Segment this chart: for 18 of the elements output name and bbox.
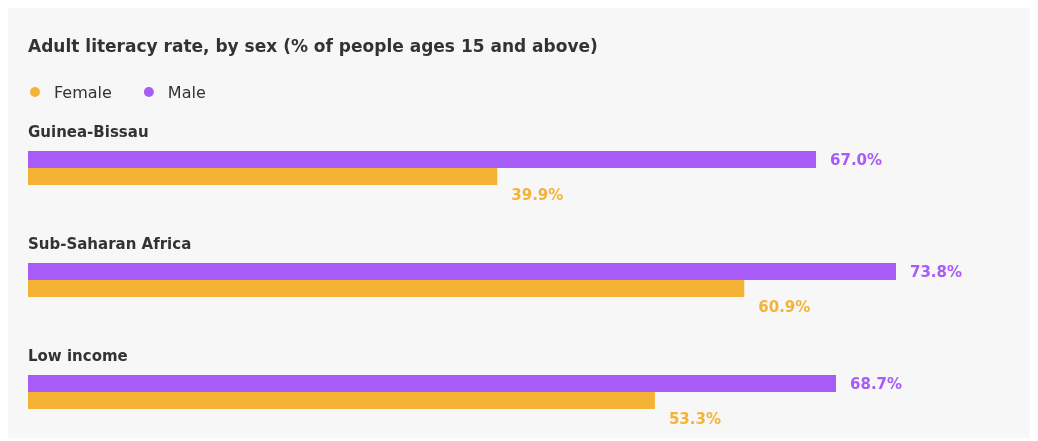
y-tick-label: Low income — [28, 347, 128, 365]
data-label: 73.8% — [910, 262, 963, 281]
bar — [28, 151, 817, 168]
bar — [28, 263, 896, 280]
chart-title: Adult literacy rate, by sex (% of people ages 15 and above) — [28, 36, 598, 56]
y-tick-label: Sub-Saharan Africa — [28, 235, 192, 253]
legend-label: Female — [54, 83, 112, 102]
y-tick-label: Guinea-Bissau — [28, 123, 149, 141]
bar — [28, 392, 655, 409]
bar — [28, 375, 837, 392]
legend-label: Male — [167, 83, 206, 102]
data-label: 53.3% — [668, 410, 721, 428]
data-label: 39.9% — [511, 186, 564, 204]
data-label: 68.7% — [850, 374, 903, 393]
data-label: 67.0% — [830, 150, 883, 169]
bar — [28, 280, 745, 297]
data-label: 60.9% — [758, 298, 811, 316]
bar — [28, 168, 498, 185]
